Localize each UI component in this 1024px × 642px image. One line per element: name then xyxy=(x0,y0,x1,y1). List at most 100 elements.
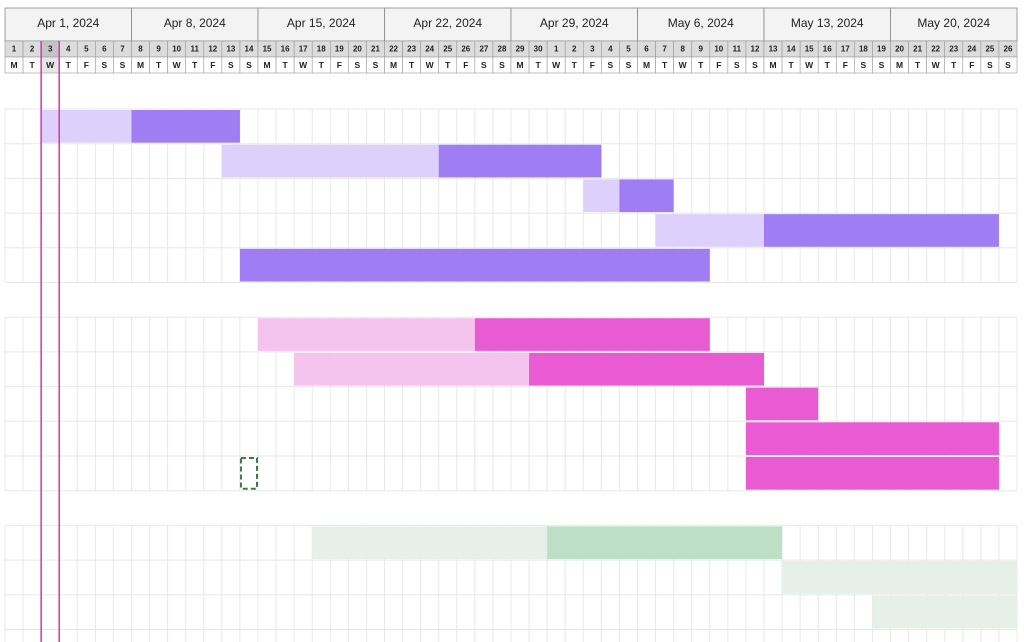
task-bar-planned xyxy=(41,110,132,143)
weekday: M xyxy=(643,60,650,70)
day-number: 3 xyxy=(48,45,53,54)
task-bar-planned xyxy=(872,595,1017,629)
weekday: W xyxy=(426,60,435,70)
weekday: M xyxy=(390,60,397,70)
week-label: May 13, 2024 xyxy=(791,16,864,30)
day-number: 27 xyxy=(479,45,488,54)
day-number: 6 xyxy=(102,45,107,54)
task-bar-progress xyxy=(474,318,710,351)
day-number: 8 xyxy=(138,45,143,54)
day-number: 26 xyxy=(461,45,470,54)
weekday: T xyxy=(662,60,668,70)
weekday: S xyxy=(626,60,632,70)
week-header xyxy=(890,7,1018,42)
day-number: 24 xyxy=(967,45,976,54)
day-number: 17 xyxy=(841,45,850,54)
weekday: S xyxy=(120,60,126,70)
weekday: T xyxy=(915,60,921,70)
task-bar-progress xyxy=(547,526,783,560)
day-number: 12 xyxy=(208,45,217,54)
day-number: 20 xyxy=(353,45,362,54)
weekday: W xyxy=(552,60,561,70)
task-bar-progress xyxy=(529,352,764,386)
day-number: 14 xyxy=(787,45,796,54)
day-number: 14 xyxy=(245,45,254,54)
day-number: 22 xyxy=(931,45,940,54)
weekday: W xyxy=(299,60,308,70)
day-number: 21 xyxy=(913,45,922,54)
task-bar-progress xyxy=(438,144,602,178)
task-bar-planned xyxy=(655,214,764,247)
weekday: F xyxy=(843,60,848,70)
week-label: May 20, 2024 xyxy=(917,16,990,30)
weekday: T xyxy=(66,60,72,70)
week-header xyxy=(257,7,385,42)
weekday: S xyxy=(879,60,885,70)
week-header xyxy=(131,7,259,42)
day-number: 9 xyxy=(156,45,161,54)
day-number: 19 xyxy=(335,45,344,54)
task-bar-planned xyxy=(312,526,548,560)
day-number: 18 xyxy=(317,45,326,54)
day-number: 5 xyxy=(626,45,631,54)
task-bar-planned xyxy=(782,561,1017,594)
weekday: T xyxy=(572,60,578,70)
weekday: M xyxy=(516,60,523,70)
weekday: T xyxy=(951,60,957,70)
weekday: S xyxy=(752,60,758,70)
task-bar-planned xyxy=(221,144,439,178)
weekday: T xyxy=(825,60,831,70)
weekday: F xyxy=(84,60,89,70)
day-number: 30 xyxy=(534,45,543,54)
weekday: T xyxy=(789,60,795,70)
week-header xyxy=(384,7,512,42)
day-number: 1 xyxy=(12,45,17,54)
weekday: T xyxy=(319,60,325,70)
week-label: Apr 29, 2024 xyxy=(540,16,609,30)
day-number: 1 xyxy=(554,45,559,54)
weekday: S xyxy=(734,60,740,70)
weekday: F xyxy=(590,60,595,70)
weekday: M xyxy=(137,60,144,70)
day-number: 16 xyxy=(281,45,290,54)
task-bar-progress xyxy=(745,457,999,490)
weekday: T xyxy=(30,60,36,70)
weekday: S xyxy=(608,60,614,70)
weekday: F xyxy=(716,60,721,70)
task-bar-planned xyxy=(258,318,475,351)
weekday: F xyxy=(337,60,342,70)
weekday: W xyxy=(679,60,688,70)
day-number: 2 xyxy=(30,45,35,54)
week-label: May 6, 2024 xyxy=(668,16,734,30)
weekday: S xyxy=(861,60,867,70)
day-number: 18 xyxy=(859,45,868,54)
day-number: 10 xyxy=(714,45,723,54)
weekday: M xyxy=(769,60,776,70)
weekday: M xyxy=(263,60,270,70)
day-number: 7 xyxy=(120,45,125,54)
weekday: T xyxy=(445,60,451,70)
day-number: 19 xyxy=(877,45,886,54)
weekday: S xyxy=(228,60,234,70)
week-label: Apr 8, 2024 xyxy=(164,16,226,30)
weekday: T xyxy=(156,60,162,70)
selected-cell xyxy=(239,457,259,490)
weekday-cell xyxy=(998,56,1018,74)
task-bar-progress xyxy=(745,387,819,421)
day-number: 29 xyxy=(516,45,525,54)
weekday: W xyxy=(46,60,55,70)
day-number: 7 xyxy=(662,45,667,54)
weekday: T xyxy=(536,60,542,70)
day-number: 23 xyxy=(949,45,958,54)
day-number: 24 xyxy=(425,45,434,54)
week-header xyxy=(637,7,765,42)
task-bar-progress xyxy=(239,248,710,282)
day-number: 13 xyxy=(769,45,778,54)
day-number: 11 xyxy=(733,45,742,54)
day-number: 25 xyxy=(443,45,452,54)
weekday: S xyxy=(499,60,505,70)
weekday: W xyxy=(173,60,182,70)
task-bar-progress xyxy=(764,214,999,247)
day-number: 11 xyxy=(191,45,200,54)
task-bar-planned xyxy=(583,179,620,213)
